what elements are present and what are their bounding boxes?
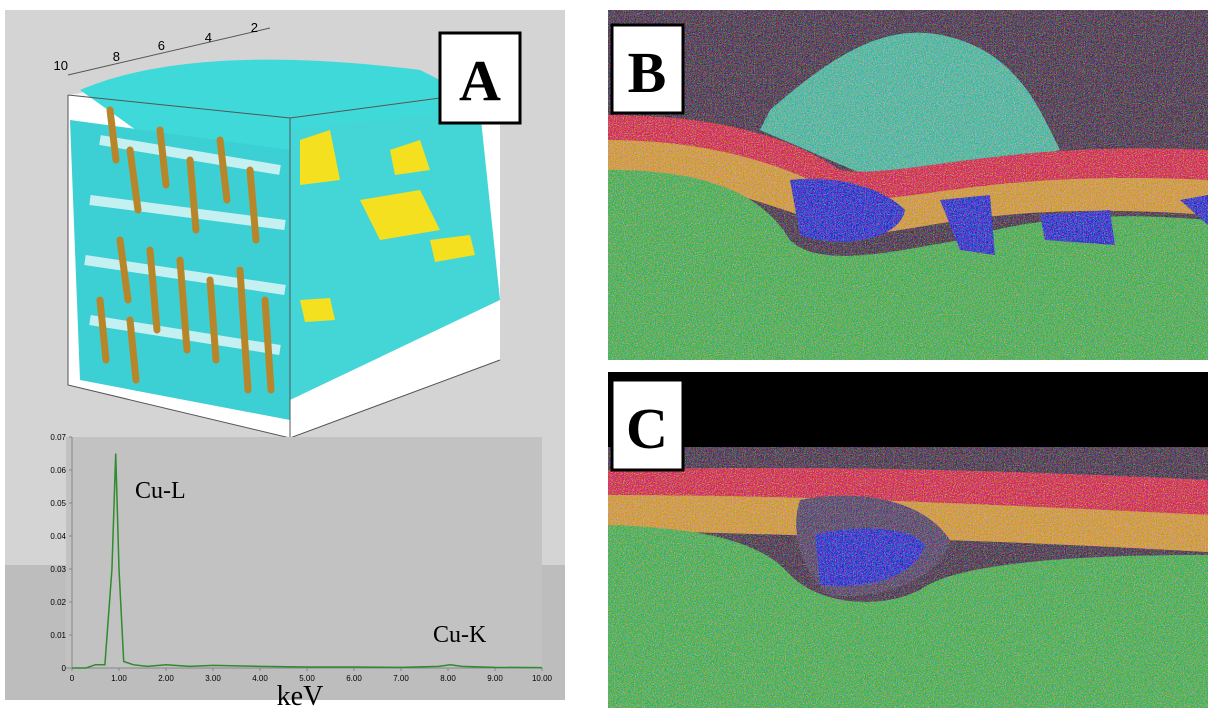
x-tick-label: 0	[70, 674, 75, 683]
axis-3d-tick-label: 8	[113, 49, 120, 64]
panel-label: C	[626, 396, 668, 461]
y-tick-label: 0.04	[50, 532, 66, 541]
axis-3d-tick-label: 4	[205, 30, 212, 45]
figure: 10 8 6 4 2 A 0 0.01 0.02 0.03 0.04 0.05 0.06 0.07 0 1…	[0, 0, 1212, 710]
annotation: Cu-K	[433, 622, 487, 648]
y-tick-label: 0.01	[50, 631, 66, 640]
axis-3d-tick-label: 10	[54, 58, 68, 73]
x-tick-label: 1.00	[111, 674, 127, 683]
x-tick-label: 7.00	[393, 674, 409, 683]
y-tick-label: 0	[62, 664, 67, 673]
x-tick-label: 10.00	[532, 674, 553, 683]
x-tick-label: 4.00	[252, 674, 268, 683]
map-image-c	[608, 372, 1208, 708]
panel-label: B	[628, 40, 667, 105]
y-tick-label: 0.05	[50, 499, 66, 508]
y-tick-label: 0.07	[50, 433, 66, 442]
volume-render	[68, 28, 500, 438]
axis-3d-tick-label: 6	[158, 38, 165, 53]
axis-3d-tick-label: 2	[251, 20, 258, 35]
x-tick-label: 8.00	[440, 674, 456, 683]
y-tick-label: 0.03	[50, 565, 66, 574]
x-tick-label: 6.00	[346, 674, 362, 683]
x-tick-label: 3.00	[205, 674, 221, 683]
y-tick-label: 0.06	[50, 466, 66, 475]
y-tick-label: 0.02	[50, 598, 66, 607]
x-tick-label: 9.00	[487, 674, 503, 683]
panel-label: A	[459, 48, 501, 113]
x-tick-label: 2.00	[158, 674, 174, 683]
annotation: Cu-L	[135, 478, 186, 504]
x-axis-label: keV	[277, 681, 324, 710]
map-image-b	[608, 10, 1208, 360]
